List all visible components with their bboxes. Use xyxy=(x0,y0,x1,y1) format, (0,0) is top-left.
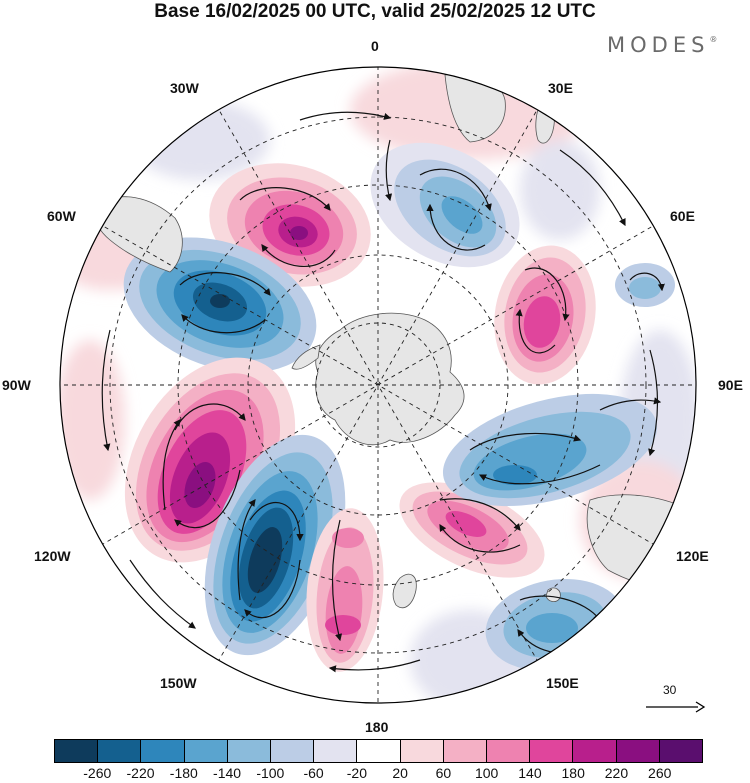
lon-label-150e: 150E xyxy=(546,675,579,691)
streamline xyxy=(249,502,304,542)
colorbar-tick-label: -20 xyxy=(346,765,367,781)
colorbar-swatch xyxy=(314,740,358,762)
anomaly-south-of-australia-positive xyxy=(399,482,545,578)
colorbar-tick-label: -220 xyxy=(126,765,155,781)
streamline xyxy=(599,397,662,411)
streamline xyxy=(519,595,601,621)
colorbar-tick-label: 100 xyxy=(474,765,499,781)
colorbar-swatch xyxy=(659,740,703,762)
colorbar-swatch xyxy=(573,740,617,762)
streamline xyxy=(439,498,521,531)
map-title: Base 16/02/2025 00 UTC, valid 25/02/2025… xyxy=(154,1,596,22)
streamline xyxy=(237,499,256,601)
colorbar-swatch xyxy=(400,740,444,762)
colorbar-swatch xyxy=(55,740,99,762)
lon-label-150w: 150W xyxy=(160,675,197,691)
tasmania xyxy=(545,587,561,602)
anomaly-drake-passage-negative xyxy=(123,237,317,373)
anomaly-southern-ocean-indian-negative xyxy=(442,393,658,507)
registered-mark: ® xyxy=(709,35,718,44)
colorbar-swatch xyxy=(227,740,272,762)
colorbar-swatch xyxy=(616,740,660,762)
streamline xyxy=(129,559,196,629)
streamline xyxy=(439,523,521,553)
lon-label-0: 0 xyxy=(371,38,379,54)
streamline xyxy=(478,464,601,485)
colorbar-tick-label: 60 xyxy=(435,765,452,781)
lon-label-30w: 30W xyxy=(170,80,199,96)
lon-label-90w: 90W xyxy=(2,377,31,393)
colorbar-tick-label: -180 xyxy=(169,765,198,781)
reference-vector-arrow xyxy=(646,701,706,713)
streamline xyxy=(174,469,241,529)
anomaly-east-indian-small-negative xyxy=(615,263,675,307)
colorbar-swatch xyxy=(357,740,401,762)
lon-label-180: 180 xyxy=(365,719,389,735)
colorbar-tick-label: 220 xyxy=(604,765,629,781)
lon-label-120w: 120W xyxy=(34,548,71,564)
colorbar-tick-label: 180 xyxy=(561,765,585,781)
colorbar-tick-label: -100 xyxy=(256,765,285,781)
streamline xyxy=(469,432,582,451)
lon-label-60w: 60W xyxy=(47,208,76,224)
latitude-circle-4 xyxy=(109,116,647,654)
colorbar-tick-label: -260 xyxy=(83,765,112,781)
lon-label-120e: 120E xyxy=(676,548,709,564)
colorbar-swatch xyxy=(98,740,142,762)
brand-name: MODES xyxy=(607,33,710,57)
map-disk xyxy=(60,67,696,703)
graticule xyxy=(60,67,696,703)
streamline xyxy=(385,139,393,202)
colorbar-ticks: -260 -220 -180 -140 -100 -60 -20 20 60 100 140 180 2… xyxy=(54,765,703,783)
colorbar-swatch xyxy=(271,740,315,762)
streamline xyxy=(101,329,111,452)
streamline xyxy=(162,419,181,511)
anomaly-ross-sea-north-positive xyxy=(306,508,384,672)
south-america-tip xyxy=(93,196,183,273)
polar-map xyxy=(59,66,697,704)
antarctic-peninsula xyxy=(291,344,321,370)
colorbar-tick-label: 260 xyxy=(648,765,672,781)
streamline xyxy=(299,111,392,121)
colorbar-tick-label: 20 xyxy=(392,765,408,781)
colorbar xyxy=(54,739,703,763)
colorbar-swatch xyxy=(530,740,574,762)
streamline xyxy=(179,272,271,296)
streamline xyxy=(559,149,626,227)
antarctica xyxy=(315,312,465,446)
reference-vector-label: 30 xyxy=(663,683,677,697)
streamline xyxy=(328,659,421,673)
colorbar-tick-label: -140 xyxy=(213,765,242,781)
streamline xyxy=(629,272,665,292)
streamline xyxy=(419,168,492,212)
lon-label-30e: 30E xyxy=(548,80,573,96)
streamline xyxy=(515,308,556,354)
land-layer xyxy=(93,73,691,609)
streamline xyxy=(331,519,343,642)
streamline xyxy=(426,203,486,251)
colorbar-swatch xyxy=(443,740,488,762)
lon-label-90e: 90E xyxy=(718,377,743,393)
lon-label-60e: 60E xyxy=(670,208,695,224)
colorbar-swatch xyxy=(184,740,228,762)
map-boundary xyxy=(59,66,697,704)
colorbar-tick-label: -60 xyxy=(303,765,324,781)
streamline xyxy=(261,244,336,268)
anomaly-south-pacific-negative xyxy=(204,434,346,656)
colorbar-swatch xyxy=(141,740,185,762)
streamline xyxy=(181,314,266,334)
colorbar-swatch xyxy=(487,740,531,762)
brand-logo: MODES® xyxy=(607,33,717,57)
streamline xyxy=(239,187,331,211)
colorbar-tick-label: 140 xyxy=(518,765,542,781)
meridian-60E-120W xyxy=(83,214,673,556)
streamline xyxy=(244,559,301,619)
streamline xyxy=(524,267,570,322)
